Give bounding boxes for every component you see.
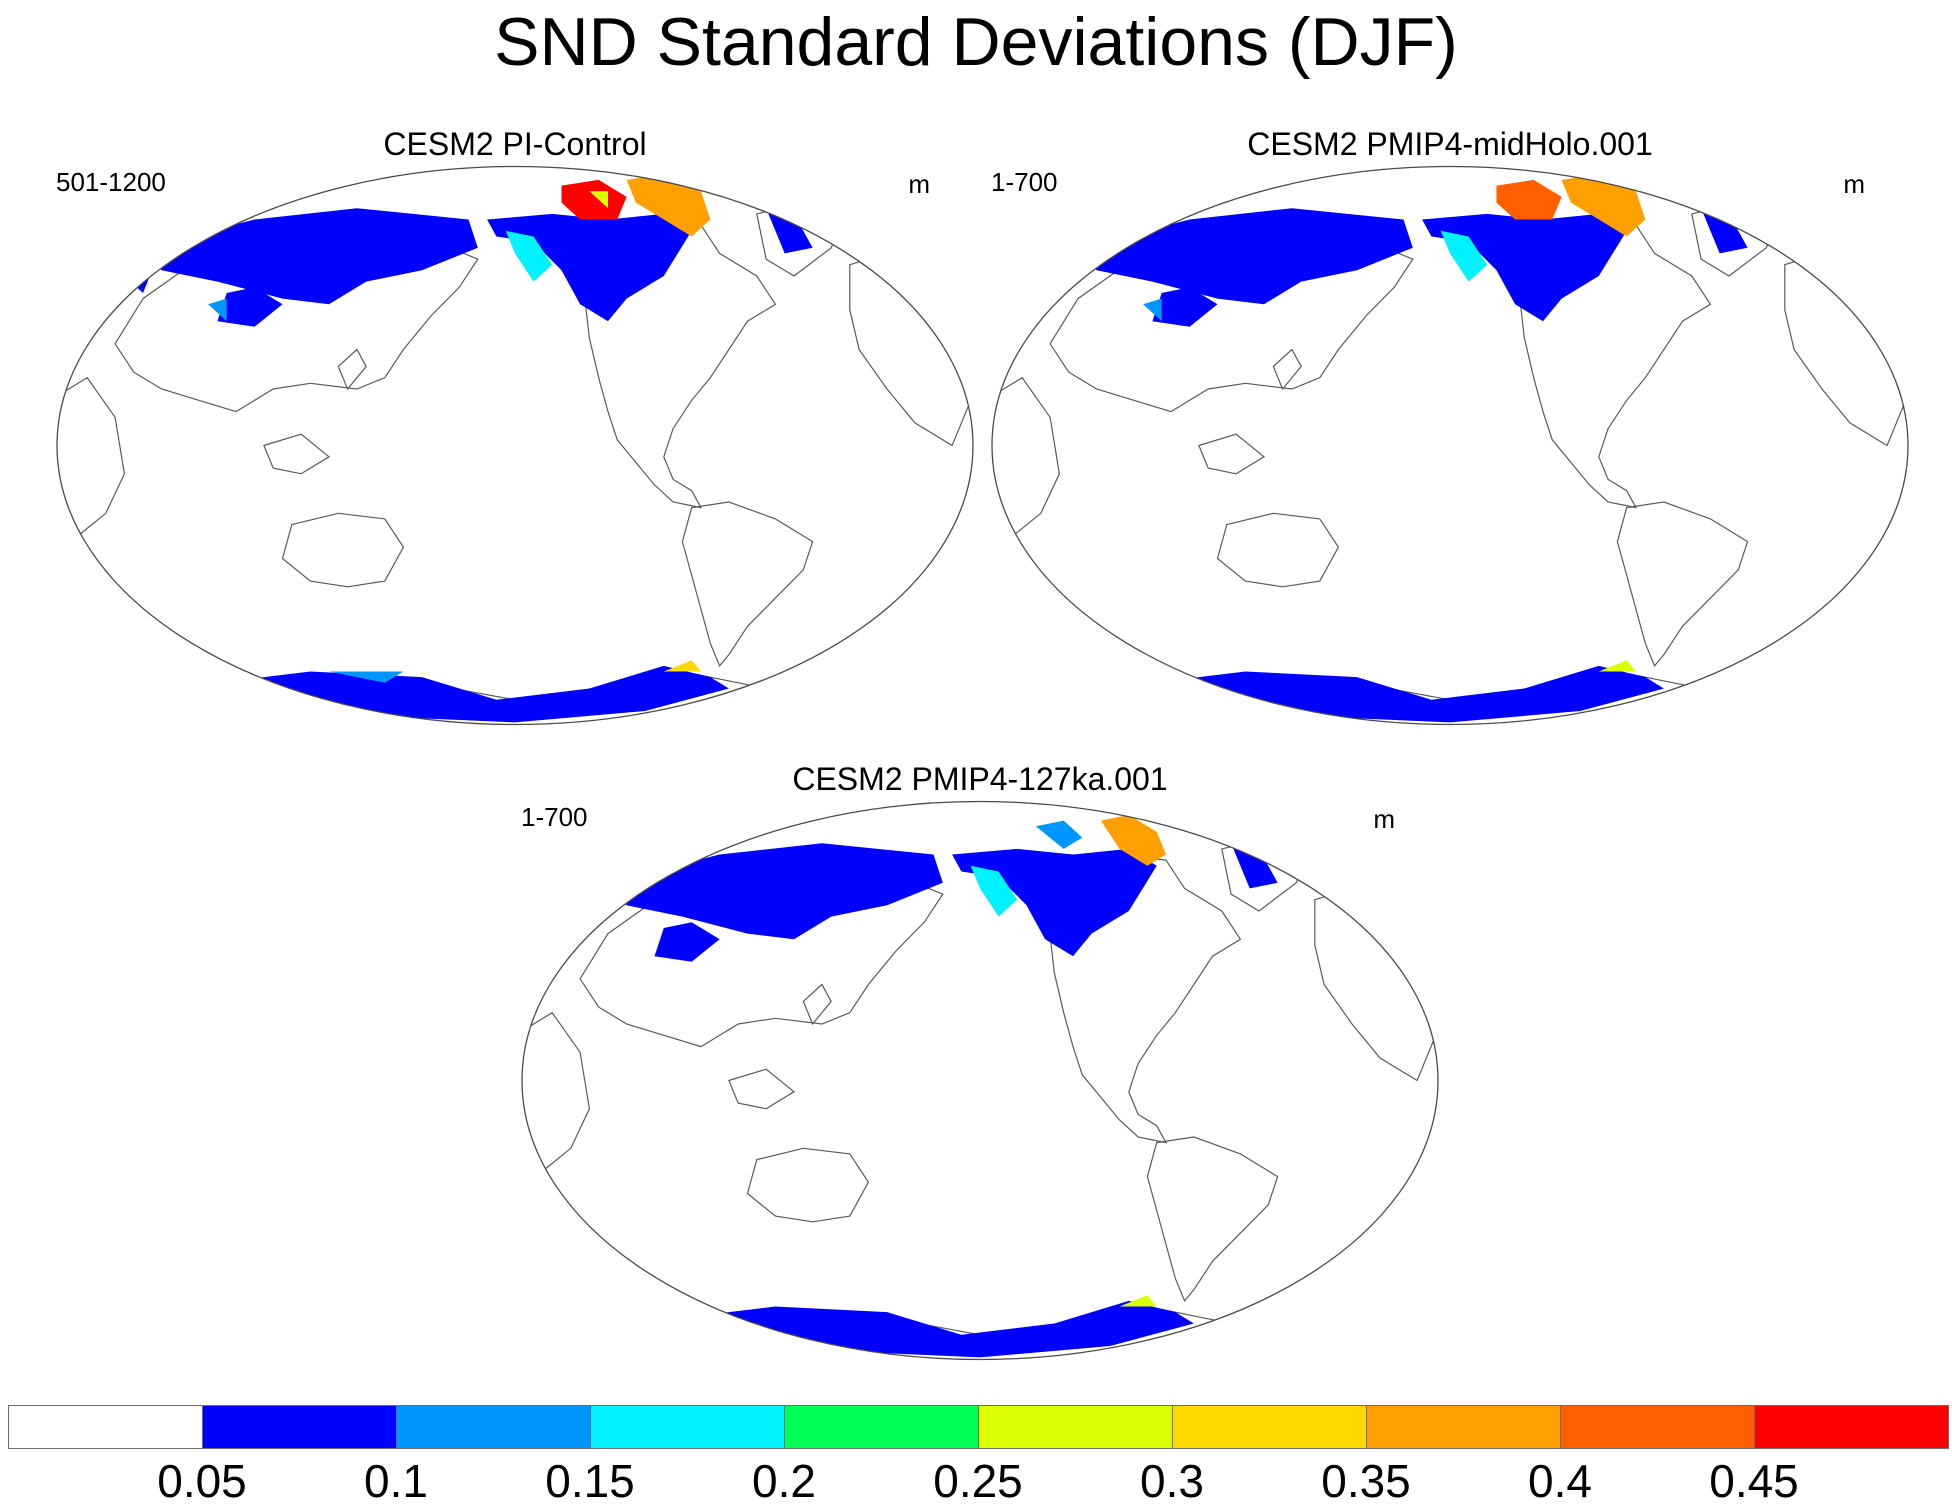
coastline xyxy=(802,983,832,1026)
panel-years-label: 501-1200 xyxy=(56,167,166,197)
panel-title: CESM2 PI-Control xyxy=(383,126,647,162)
colorbar-tick-label: 0.25 xyxy=(933,1455,1023,1507)
map-panel-midholo: CESM2 PMIP4-midHolo.001 1-700 m xyxy=(985,125,1915,730)
coastline xyxy=(1272,348,1302,391)
snow-std-region xyxy=(952,848,1157,957)
snow-std-region xyxy=(1152,287,1218,327)
colorbar xyxy=(8,1405,1949,1451)
map-border xyxy=(56,165,974,726)
snow-std-region xyxy=(663,660,701,672)
snow-std-region xyxy=(766,208,813,254)
coastline xyxy=(1784,252,1907,447)
coastline xyxy=(337,348,367,391)
colorbar-swatch xyxy=(1366,1405,1561,1449)
colorbar-tick-label: 0.35 xyxy=(1321,1455,1411,1507)
snow-std-region xyxy=(217,665,729,723)
snow-std-region xyxy=(561,179,627,220)
coastline xyxy=(1616,501,1749,668)
snow-std-region xyxy=(487,213,692,322)
map-panel-127ka: CESM2 PMIP4-127ka.001 1-700 m xyxy=(515,760,1445,1365)
figure-title: SND Standard Deviations (DJF) xyxy=(494,4,1458,80)
snow-std-region xyxy=(589,191,608,209)
map-panel-pi-control: CESM2 PI-Control 501-1200 m xyxy=(50,125,980,730)
coastline xyxy=(849,252,972,447)
snow-std-region xyxy=(143,208,478,305)
coastline xyxy=(681,501,814,668)
coastline xyxy=(746,1147,870,1223)
panel-years-label: 1-700 xyxy=(991,167,1058,197)
coastline xyxy=(1519,218,1712,509)
colorbar-swatch xyxy=(202,1405,397,1449)
coastline xyxy=(281,512,405,588)
snow-std-region xyxy=(1561,174,1646,237)
coastline xyxy=(1198,433,1266,475)
panel-units-label: m xyxy=(908,169,930,199)
panel-title: CESM2 PMIP4-midHolo.001 xyxy=(1247,126,1653,162)
coastline xyxy=(1216,512,1340,588)
panel-units-label: m xyxy=(1373,804,1395,834)
snow-std-region xyxy=(682,1300,1194,1358)
colorbar-tick-label: 0.4 xyxy=(1528,1455,1592,1507)
colorbar-swatch xyxy=(8,1405,203,1449)
snow-std-region xyxy=(329,671,404,683)
coastline xyxy=(1314,887,1437,1082)
colorbar-tick-label: 0.3 xyxy=(1140,1455,1204,1507)
snow-std-region xyxy=(1496,179,1562,220)
colorbar-tick-label: 0.1 xyxy=(364,1455,428,1507)
snow-std-region xyxy=(1035,820,1083,849)
robinson-map xyxy=(991,165,1909,726)
map-border xyxy=(521,800,1439,1361)
colorbar-tick-label: 0.45 xyxy=(1709,1455,1799,1507)
colorbar-swatch xyxy=(1560,1405,1755,1449)
colorbar-swatch xyxy=(1172,1405,1367,1449)
snow-std-region xyxy=(1119,1295,1157,1307)
colorbar-swatch xyxy=(1754,1405,1949,1449)
colorbar-swatch xyxy=(590,1405,785,1449)
snow-std-region xyxy=(505,230,553,282)
snow-std-region xyxy=(217,287,283,327)
coastline xyxy=(1049,853,1242,1144)
colorbar-swatch xyxy=(978,1405,1173,1449)
snow-std-region xyxy=(1440,230,1488,282)
coastline xyxy=(522,1011,591,1172)
robinson-map xyxy=(521,800,1439,1361)
coastline xyxy=(263,433,331,475)
snow-std-region xyxy=(1078,208,1413,305)
snow-std-region xyxy=(1143,298,1162,322)
colorbar-tick-label: 0.15 xyxy=(545,1455,635,1507)
snow-std-region xyxy=(654,922,720,962)
coastline xyxy=(1146,1136,1279,1303)
panel-years-label: 1-700 xyxy=(521,802,588,832)
robinson-map xyxy=(56,165,974,726)
snow-std-region xyxy=(1701,208,1748,254)
snow-std-region xyxy=(208,298,227,322)
coastline xyxy=(992,376,1061,537)
snow-std-region xyxy=(608,843,943,940)
coastline xyxy=(57,376,126,537)
map-border xyxy=(991,165,1909,726)
coastline xyxy=(584,218,777,509)
snow-std-region xyxy=(626,174,711,237)
coastline xyxy=(728,1068,796,1110)
panel-units-label: m xyxy=(1843,169,1865,199)
snow-std-region xyxy=(1100,814,1166,866)
panel-title: CESM2 PMIP4-127ka.001 xyxy=(792,761,1168,797)
snow-std-region xyxy=(970,865,1018,917)
colorbar-swatch xyxy=(396,1405,591,1449)
snow-std-region xyxy=(1598,660,1636,672)
colorbar-swatch xyxy=(784,1405,979,1449)
snow-std-region xyxy=(1152,665,1664,723)
snow-std-region xyxy=(1231,843,1278,889)
snow-std-region xyxy=(1422,213,1627,322)
snow-std-region xyxy=(124,270,153,293)
colorbar-tick-label: 0.05 xyxy=(157,1455,247,1507)
colorbar-tick-label: 0.2 xyxy=(752,1455,816,1507)
